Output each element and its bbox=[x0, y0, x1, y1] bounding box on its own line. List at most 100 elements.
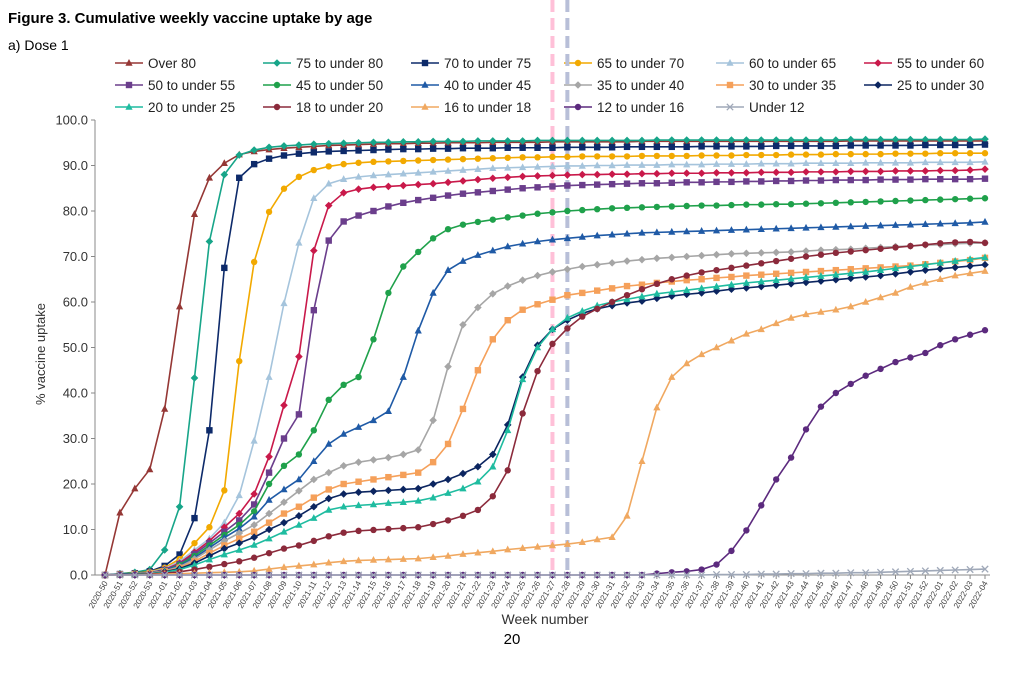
data-point bbox=[236, 558, 243, 565]
data-point bbox=[548, 325, 557, 333]
data-point bbox=[593, 136, 602, 145]
data-point bbox=[921, 266, 930, 274]
data-point bbox=[280, 518, 288, 527]
data-point bbox=[548, 571, 557, 579]
data-point bbox=[190, 210, 199, 217]
data-point bbox=[399, 571, 407, 579]
data-point bbox=[728, 273, 735, 281]
data-point bbox=[578, 571, 586, 579]
data-point bbox=[310, 246, 318, 255]
data-point bbox=[593, 170, 602, 179]
data-point bbox=[623, 170, 631, 178]
data-point bbox=[981, 565, 989, 573]
data-point bbox=[668, 179, 675, 186]
data-point bbox=[206, 563, 213, 571]
data-point bbox=[339, 462, 348, 470]
data-point bbox=[519, 163, 527, 171]
data-point bbox=[444, 475, 452, 484]
data-point bbox=[370, 207, 377, 215]
data-point bbox=[817, 151, 825, 158]
data-point bbox=[623, 204, 631, 212]
legend-item: Over 80 bbox=[115, 56, 196, 71]
data-point bbox=[668, 571, 676, 579]
data-point bbox=[727, 280, 736, 288]
data-point bbox=[683, 152, 690, 160]
data-point bbox=[206, 524, 213, 531]
data-point bbox=[146, 571, 154, 579]
data-point bbox=[876, 167, 885, 176]
data-point bbox=[712, 226, 721, 234]
data-point bbox=[683, 143, 690, 151]
data-point bbox=[727, 226, 736, 233]
data-point bbox=[787, 168, 795, 177]
data-point bbox=[578, 538, 586, 546]
data-point bbox=[235, 539, 244, 547]
data-point bbox=[444, 362, 452, 371]
data-point bbox=[802, 168, 810, 176]
data-point bbox=[295, 561, 303, 569]
data-point bbox=[369, 571, 378, 579]
y-tick-label: 50.0 bbox=[63, 340, 88, 355]
data-point bbox=[548, 136, 557, 145]
data-point bbox=[906, 268, 915, 276]
data-point bbox=[638, 152, 646, 160]
data-point bbox=[459, 177, 467, 185]
data-point bbox=[861, 273, 870, 281]
data-point bbox=[832, 305, 840, 313]
data-point bbox=[250, 436, 258, 444]
data-point bbox=[743, 143, 750, 150]
data-point bbox=[444, 489, 452, 496]
data-point bbox=[787, 177, 795, 185]
data-point bbox=[176, 551, 183, 558]
data-point bbox=[981, 165, 989, 173]
data-point bbox=[906, 262, 915, 270]
data-point bbox=[742, 249, 751, 258]
data-point bbox=[459, 550, 467, 557]
data-point bbox=[414, 571, 422, 579]
data-point bbox=[966, 255, 974, 263]
data-point bbox=[907, 242, 914, 250]
data-point bbox=[951, 263, 959, 272]
data-point bbox=[235, 571, 243, 579]
data-point bbox=[235, 545, 243, 553]
legend-swatch-marker bbox=[726, 103, 734, 111]
data-point bbox=[981, 135, 989, 143]
data-point bbox=[682, 169, 691, 178]
data-point bbox=[846, 135, 855, 144]
data-point bbox=[235, 529, 244, 537]
data-point bbox=[787, 224, 795, 232]
data-point bbox=[579, 289, 586, 297]
data-point bbox=[519, 212, 526, 219]
data-point bbox=[534, 301, 541, 308]
data-point bbox=[966, 150, 974, 157]
data-point bbox=[802, 278, 810, 287]
data-point bbox=[653, 228, 661, 236]
data-point bbox=[221, 487, 228, 494]
figure-title: Figure 3. Cumulative weekly vaccine upta… bbox=[8, 10, 373, 27]
data-point bbox=[579, 153, 586, 160]
data-point bbox=[519, 185, 526, 192]
data-point bbox=[832, 168, 840, 176]
data-point bbox=[459, 155, 467, 163]
data-point bbox=[698, 350, 706, 358]
data-point bbox=[429, 137, 437, 146]
data-point bbox=[638, 136, 646, 145]
data-point bbox=[414, 496, 422, 504]
data-point bbox=[936, 219, 944, 227]
data-point bbox=[370, 336, 377, 343]
data-point bbox=[593, 161, 601, 169]
data-point bbox=[250, 146, 258, 154]
data-point bbox=[399, 181, 408, 190]
legend-item: 18 to under 20 bbox=[263, 100, 383, 115]
data-point bbox=[339, 139, 348, 148]
data-point bbox=[564, 144, 571, 151]
data-point bbox=[518, 276, 527, 284]
data-point bbox=[444, 226, 452, 233]
data-point bbox=[892, 142, 899, 149]
data-point bbox=[444, 517, 452, 524]
data-point bbox=[623, 295, 631, 303]
data-point bbox=[787, 142, 795, 150]
data-point bbox=[116, 571, 124, 579]
data-point bbox=[891, 135, 900, 144]
data-point bbox=[310, 457, 318, 465]
